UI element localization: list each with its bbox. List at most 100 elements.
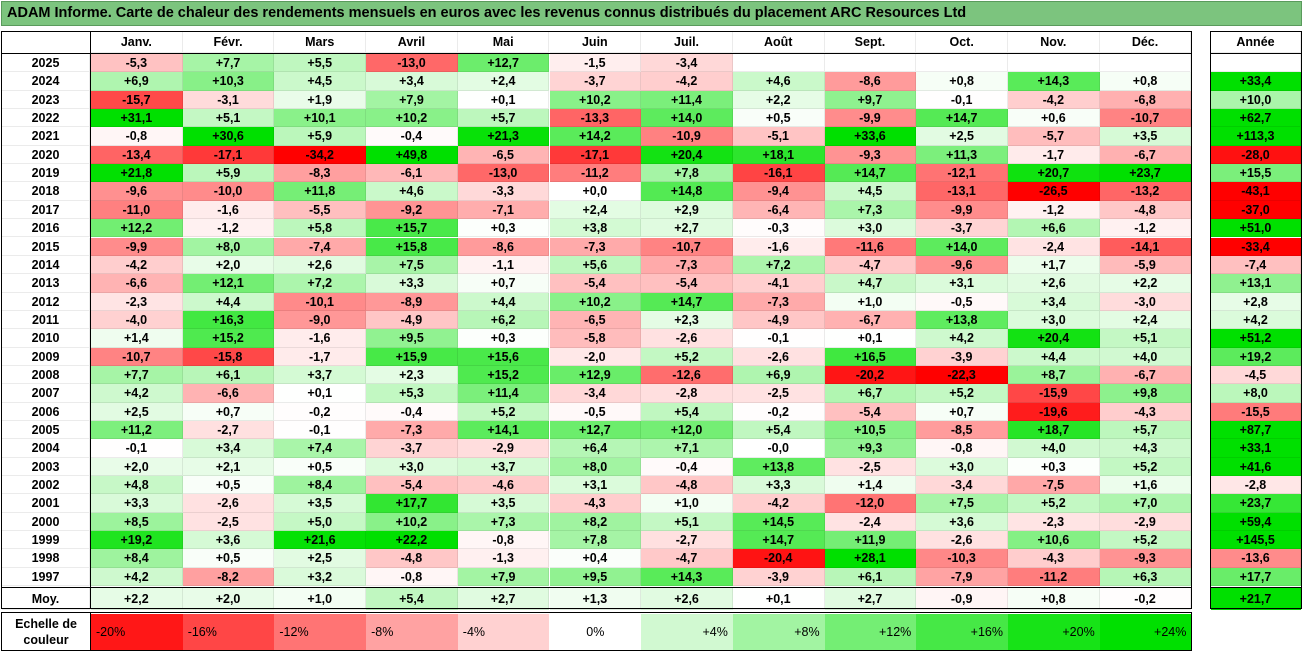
heatmap-cell: +2,0	[91, 457, 183, 477]
heatmap-cell: +49,8	[366, 145, 458, 165]
heatmap-cell: +21,6	[274, 531, 367, 550]
heatmap-cell: -34,2	[274, 145, 367, 165]
heatmap-cell: -9,3	[1099, 549, 1192, 568]
heatmap-cell: +3,8	[549, 219, 642, 238]
heatmap-cell: -4,3	[1008, 549, 1100, 568]
annual-cell: -15,5	[1211, 402, 1301, 421]
heatmap-cell: -10,3	[916, 549, 1008, 568]
heatmap-cell: +4,7	[824, 274, 917, 293]
heatmap-cell: -5,8	[549, 329, 642, 348]
annual-cell: +15,5	[1211, 164, 1301, 183]
annual-cell: +10,0	[1211, 90, 1301, 110]
year-label: 2018	[2, 182, 90, 201]
heatmap-cell: -5,4	[549, 274, 642, 293]
heatmap-cell: -6,7	[824, 310, 917, 330]
heatmap-cell: -2,4	[1008, 237, 1100, 256]
heatmap-cell: +7,5	[366, 255, 458, 275]
annual-cell: +59,4	[1211, 512, 1301, 532]
heatmap-cell: +3,7	[274, 365, 367, 385]
heatmap-cell: -4,2	[91, 255, 183, 275]
legend-label: Echelle de couleur	[15, 617, 77, 647]
heatmap-cell: +0,3	[457, 219, 550, 238]
heatmap-cell: +2,3	[366, 365, 458, 385]
heatmap-cell: -3,0	[1099, 292, 1192, 311]
heatmap-cell: -0,4	[366, 402, 458, 421]
average-cell: +1,3	[549, 588, 642, 611]
heatmap-cell: +0,3	[457, 329, 550, 348]
heatmap-cell: -2,6	[641, 329, 733, 348]
year-label: 2006	[2, 402, 90, 421]
heatmap-cell: +3,7	[457, 457, 550, 477]
annual-cell: +19,2	[1211, 347, 1301, 366]
heatmap-cell: -3,4	[641, 54, 733, 73]
heatmap-cell: -1,6	[274, 329, 367, 348]
heatmap-cell: +10,6	[1008, 531, 1100, 550]
year-label: 2005	[2, 421, 90, 440]
heatmap-cell: +0,5	[182, 476, 275, 495]
heatmap-cell: +0,0	[549, 182, 642, 201]
heatmap-cell: -3,7	[916, 219, 1008, 238]
heatmap-cell: +4,0	[1099, 347, 1192, 366]
heatmap-cell: -11,2	[1008, 567, 1100, 587]
heatmap-cell: -8,6	[457, 237, 550, 256]
heatmap-cell: -8,3	[274, 164, 367, 183]
year-label: 1997	[2, 567, 90, 587]
heatmap-cell: +14,0	[916, 237, 1008, 256]
heatmap-cell: +8,5	[91, 512, 183, 532]
heatmap-cell: +8,4	[274, 476, 367, 495]
heatmap-cell: -20,4	[732, 549, 825, 568]
heatmap-cell: -0,1	[916, 90, 1008, 110]
month-header: Mars	[274, 32, 367, 53]
heatmap-cell: +1,4	[91, 329, 183, 348]
annual-cell: -7,4	[1211, 255, 1301, 275]
legend-step: +16%	[916, 614, 1008, 650]
annual-average-cell: +21,7	[1211, 588, 1301, 611]
heatmap-cell: +9,3	[824, 439, 917, 458]
heatmap-cell: +0,4	[549, 549, 642, 568]
legend-step: -4%	[457, 614, 550, 650]
heatmap-cell: -10,7	[1099, 109, 1192, 128]
heatmap-cell: +3,4	[366, 72, 458, 91]
year-label: 2011	[2, 310, 90, 330]
heatmap-cell: -12,1	[916, 164, 1008, 183]
heatmap-cell: -6,4	[732, 200, 825, 220]
heatmap-cell: +3,3	[91, 494, 183, 513]
heatmap-cell: -11,0	[91, 200, 183, 220]
heatmap-cell: +3,2	[274, 567, 367, 587]
heatmap-cell: +4,6	[732, 72, 825, 91]
legend-step: +12%	[824, 614, 917, 650]
annual-cell: +51,0	[1211, 219, 1301, 238]
annual-cell: -43,1	[1211, 182, 1301, 201]
heatmap-cell: -2,6	[732, 347, 825, 366]
heatmap-cell: -5,1	[732, 127, 825, 146]
heatmap-cell: +9,7	[824, 90, 917, 110]
year-label: 2013	[2, 274, 90, 293]
heatmap-cell: +5,0	[274, 512, 367, 532]
heatmap-cell: -11,2	[549, 164, 642, 183]
heatmap-cell: +15,2	[182, 329, 275, 348]
heatmap-cell: +10,1	[274, 109, 367, 128]
heatmap-cell: +11,9	[824, 531, 917, 550]
heatmap-cell: -5,5	[274, 200, 367, 220]
annual-cell: +33,1	[1211, 439, 1301, 458]
heatmap-cell: -2,5	[182, 512, 275, 532]
heatmap-cell: -1,1	[457, 255, 550, 275]
year-label: 2024	[2, 72, 90, 91]
heatmap-cell: +6,1	[182, 365, 275, 385]
heatmap-cell: -6,8	[1099, 90, 1192, 110]
month-header: Déc.	[1099, 32, 1192, 53]
heatmap-cell: -8,2	[182, 567, 275, 587]
heatmap-cell: +15,7	[366, 219, 458, 238]
legend-step: -20%	[91, 614, 183, 650]
heatmap-cell: +4,4	[1008, 347, 1100, 366]
heatmap-cell: +3,5	[1099, 127, 1192, 146]
legend-step: -16%	[182, 614, 275, 650]
heatmap-cell: +15,8	[366, 237, 458, 256]
heatmap-cell: +9,5	[549, 567, 642, 587]
heatmap-cell: +2,5	[274, 549, 367, 568]
average-cell: +0,8	[1008, 588, 1100, 611]
heatmap-cell: +4,3	[1099, 439, 1192, 458]
heatmap-cell: +12,9	[549, 365, 642, 385]
annual-cell: +62,7	[1211, 109, 1301, 128]
heatmap-cell: +3,6	[916, 512, 1008, 532]
